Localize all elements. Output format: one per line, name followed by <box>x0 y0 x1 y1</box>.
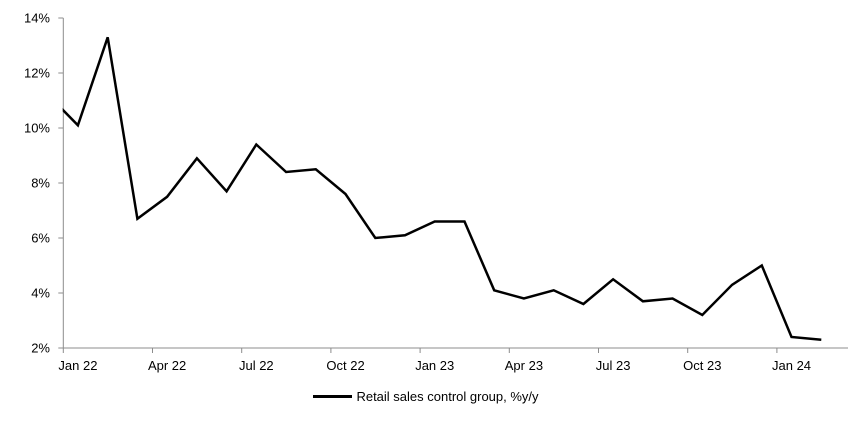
x-tick-label: Jan 24 <box>772 358 811 373</box>
y-tick-label: 6% <box>31 231 50 246</box>
x-tick-label: Oct 23 <box>683 358 721 373</box>
x-tick-label: Jul 23 <box>596 358 631 373</box>
x-tick-label: Jan 23 <box>415 358 454 373</box>
y-tick-label: 2% <box>31 341 50 356</box>
y-tick-label: 10% <box>24 121 50 136</box>
x-tick-label: Apr 22 <box>148 358 186 373</box>
y-tick-label: 12% <box>24 66 50 81</box>
y-tick-label: 4% <box>31 286 50 301</box>
chart-legend: Retail sales control group, %y/y <box>0 388 852 404</box>
x-tick-label: Apr 23 <box>505 358 543 373</box>
x-tick-label: Jan 22 <box>58 358 97 373</box>
legend-line-sample <box>313 394 353 398</box>
x-tick-label: Jul 22 <box>239 358 274 373</box>
y-tick-label: 8% <box>31 176 50 191</box>
legend-label: Retail sales control group, %y/y <box>356 388 539 404</box>
x-tick-label: Oct 22 <box>326 358 364 373</box>
data-line <box>62 36 822 342</box>
y-tick-label: 14% <box>24 11 50 26</box>
